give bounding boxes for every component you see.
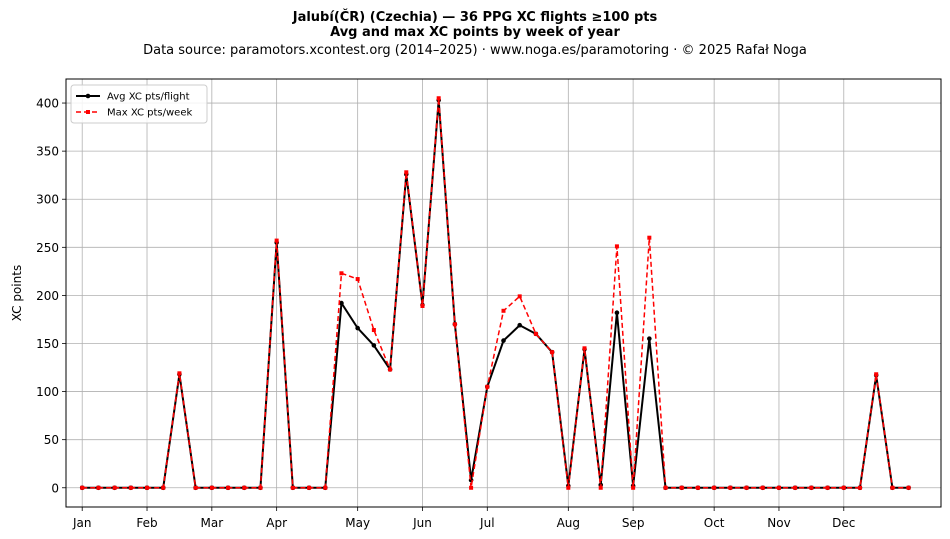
avg-series-line	[82, 99, 909, 489]
max-point	[128, 485, 133, 490]
max-point	[307, 485, 312, 490]
y-tick-label: 250	[36, 241, 59, 255]
max-point	[663, 485, 668, 490]
max-point	[809, 485, 814, 490]
max-point	[177, 371, 182, 376]
max-point	[825, 485, 830, 490]
x-tick-label: Dec	[832, 516, 855, 530]
max-point	[906, 485, 911, 490]
max-series-line	[82, 97, 909, 489]
legend-box	[70, 84, 208, 124]
legend-label-avg: Avg XC pts/flight	[107, 92, 190, 103]
max-point	[760, 485, 765, 490]
x-tick-label: May	[345, 516, 370, 530]
x-axis: Jan Feb Mar Apr May Jun Jul Aug Sep Oct Nov Dec	[72, 507, 855, 530]
max-point	[371, 328, 376, 333]
max-point	[744, 485, 749, 490]
max-point	[274, 238, 279, 243]
max-point	[469, 485, 474, 490]
y-axis: 0 50 100 150 200 250 300 350 400	[36, 97, 66, 495]
x-tick-label: Aug	[557, 516, 580, 530]
max-point	[679, 485, 684, 490]
max-point	[712, 485, 717, 490]
avg-point	[501, 338, 506, 343]
max-point	[485, 384, 490, 389]
max-point	[517, 294, 522, 299]
max-point	[776, 485, 781, 490]
chart-title: Jalubí(ČR) (Czechia) — 36 PPG XC flights…	[292, 10, 658, 25]
x-tick-label: Nov	[767, 516, 790, 530]
max-point	[841, 485, 846, 490]
max-point	[533, 331, 538, 336]
max-point	[193, 485, 198, 490]
grid-layer	[66, 79, 941, 507]
max-point	[566, 485, 571, 490]
max-point	[874, 372, 879, 377]
max-point	[695, 485, 700, 490]
x-tick-label: Oct	[704, 516, 725, 530]
y-axis-label: XC points	[10, 265, 24, 321]
avg-point	[647, 336, 652, 341]
y-tick-label: 100	[36, 385, 59, 399]
max-point	[145, 485, 150, 490]
avg-point	[371, 343, 377, 348]
max-point	[339, 271, 344, 276]
max-point	[501, 308, 506, 313]
max-point	[793, 485, 798, 490]
max-point	[598, 485, 603, 490]
max-point	[647, 235, 652, 240]
x-tick-label: Jan	[72, 516, 92, 530]
y-tick-label: 400	[36, 97, 59, 111]
chart-title-line2: Avg and max XC points by week of year	[330, 25, 620, 40]
max-point	[857, 485, 862, 490]
max-point	[631, 485, 636, 490]
x-tick-label: Mar	[201, 516, 224, 530]
max-point	[404, 170, 409, 175]
max-point	[226, 485, 231, 490]
max-point	[96, 485, 101, 490]
y-tick-label: 50	[44, 433, 59, 447]
x-tick-label: Jun	[412, 516, 432, 530]
max-point	[728, 485, 733, 490]
max-point	[209, 485, 214, 490]
avg-point	[339, 300, 344, 306]
x-tick-label: Jul	[479, 516, 494, 530]
max-point	[161, 485, 166, 490]
avg-point	[517, 322, 523, 328]
max-point	[550, 350, 555, 355]
plot-frame	[65, 78, 942, 508]
legend: Avg XC pts/flight Max XC pts/week	[70, 84, 208, 124]
max-point	[242, 485, 247, 490]
avg-point	[614, 310, 620, 316]
legend-label-max: Max XC pts/week	[107, 108, 192, 119]
max-point	[614, 244, 619, 249]
y-tick-label: 150	[36, 337, 59, 351]
max-point	[80, 485, 85, 490]
legend-marker-avg	[85, 93, 91, 99]
x-tick-label: Sep	[622, 516, 645, 530]
y-tick-label: 0	[51, 481, 59, 495]
y-tick-label: 350	[36, 145, 59, 159]
series-layer	[79, 96, 911, 491]
max-point	[112, 485, 117, 490]
max-point	[355, 277, 360, 282]
max-point	[258, 485, 263, 490]
chart-subtitle: Data source: paramotors.xcontest.org (20…	[143, 43, 807, 58]
max-point	[436, 96, 441, 101]
max-point	[452, 322, 457, 327]
max-point	[290, 485, 295, 490]
legend-marker-max	[86, 110, 90, 114]
max-point	[420, 303, 425, 308]
x-tick-label: Feb	[136, 516, 157, 530]
avg-point	[355, 325, 360, 331]
x-tick-label: Apr	[266, 516, 287, 530]
max-point	[323, 485, 328, 490]
y-tick-label: 200	[36, 289, 59, 303]
y-tick-label: 300	[36, 193, 59, 207]
max-point	[890, 485, 895, 490]
max-point	[582, 346, 587, 351]
max-point	[388, 367, 393, 372]
